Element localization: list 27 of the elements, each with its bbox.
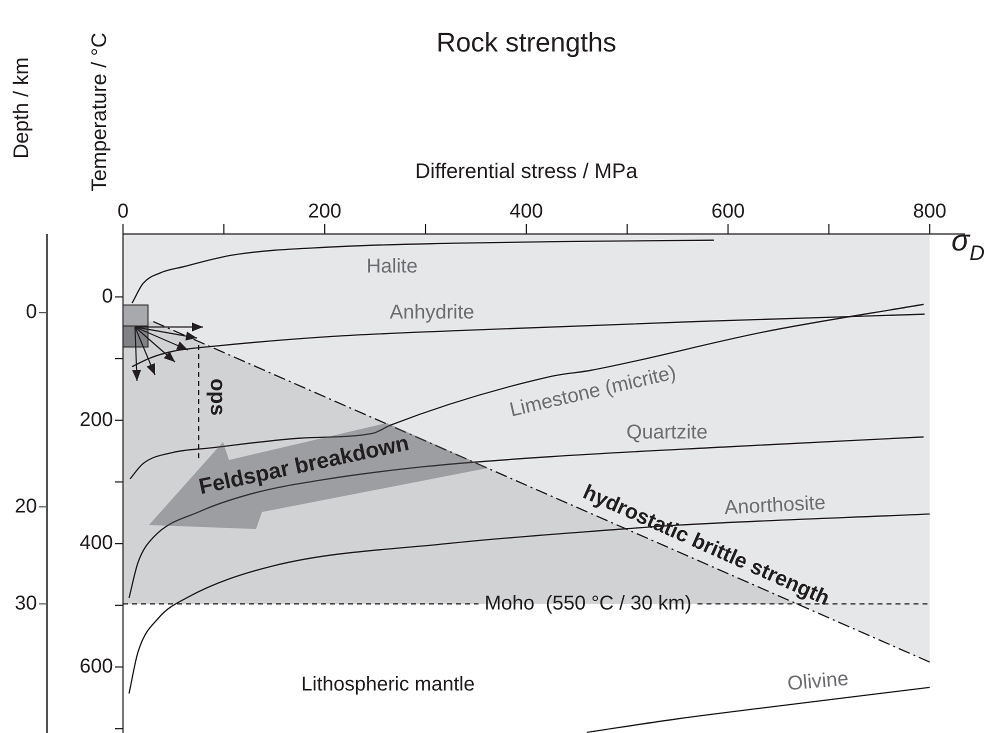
x-axis-title: Differential stress / MPa	[415, 160, 638, 183]
ref-line-label: Moho (550 °C / 30 km)	[484, 592, 692, 614]
text: ops	[206, 378, 230, 416]
x-tick-label: 400	[510, 200, 544, 223]
x-tick-label: 0	[117, 200, 129, 223]
annotation: Lithospheric mantle	[301, 674, 475, 696]
series-label: Halite	[366, 256, 418, 278]
y-tick-label: 600	[80, 656, 113, 678]
text: Limestone (micrite)	[508, 362, 678, 422]
y-axis-title: Temperature / °C	[88, 32, 111, 192]
series-label: Quartzite	[626, 422, 708, 444]
series-label: Anhydrite	[390, 302, 474, 324]
annotation: Feldspar breakdown	[196, 430, 412, 500]
chart-title: Rock strengths	[436, 27, 616, 58]
y2-tick-label: 0	[26, 301, 37, 324]
series-label: Olivine	[786, 668, 850, 696]
y2-tick-label: 20	[14, 495, 37, 518]
x-tick-label: 800	[913, 200, 946, 223]
y2-axis-title: Depth / km	[10, 57, 33, 159]
x-tick-label: 200	[308, 200, 342, 223]
y-tick-label: 0	[102, 285, 113, 308]
line-series	[131, 240, 715, 304]
y2-tick-label: 30	[14, 592, 37, 614]
y-tick-label: 400	[80, 532, 113, 554]
series-label: Anorthosite	[724, 492, 826, 520]
y-tick-label: 200	[80, 408, 113, 431]
x-tick-label: 600	[711, 200, 745, 223]
